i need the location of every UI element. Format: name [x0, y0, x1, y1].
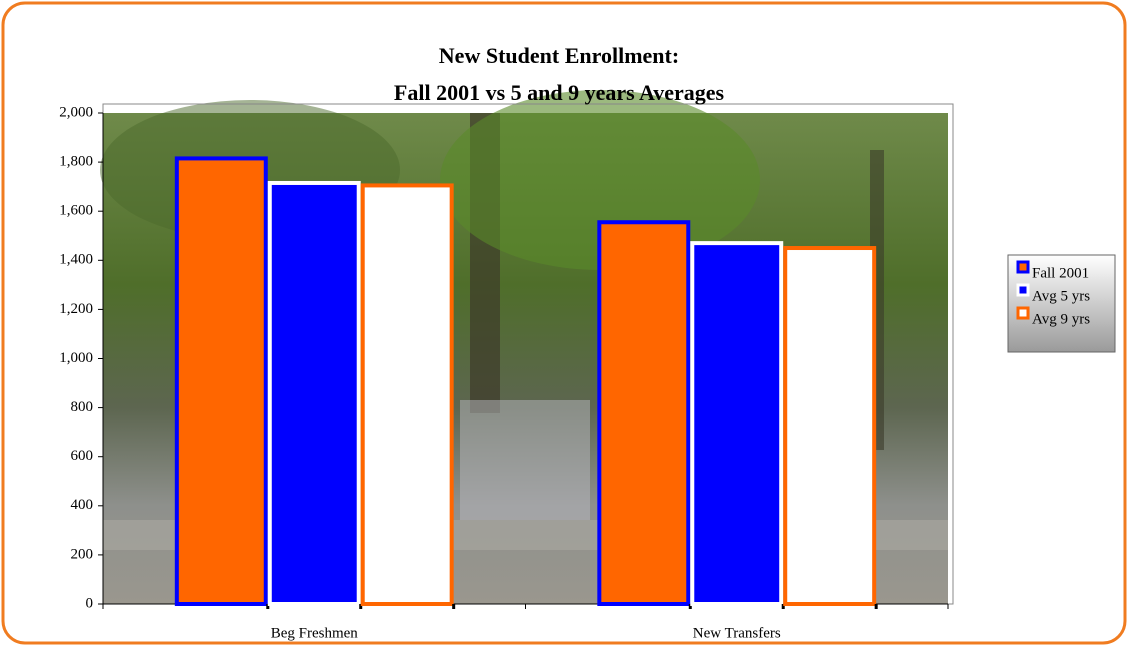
- legend-label: Avg 5 yrs: [1032, 288, 1090, 304]
- bar: [174, 156, 268, 606]
- legend-marker: [1016, 283, 1030, 297]
- y-tick-label: 1,800: [59, 154, 93, 170]
- x-tick-label: New Transfers: [693, 625, 781, 641]
- legend-label: Avg 9 yrs: [1032, 311, 1090, 327]
- y-tick-label: 1,200: [59, 301, 93, 317]
- x-tick-label: Beg Freshmen: [271, 625, 359, 641]
- y-tick-label: 200: [71, 546, 94, 562]
- legend-label: Fall 2001: [1032, 265, 1089, 281]
- y-tick-label: 2,000: [59, 104, 93, 120]
- y-tick-label: 0: [86, 595, 94, 611]
- y-tick-label: 1,600: [59, 203, 93, 219]
- bar: [597, 220, 691, 606]
- y-tick-label: 1,000: [59, 350, 93, 366]
- legend-marker: [1016, 306, 1030, 320]
- legend-marker: [1016, 260, 1030, 274]
- bar: [783, 246, 877, 606]
- chart-title: Fall 2001 vs 5 and 9 years Averages: [394, 80, 725, 105]
- y-tick-label: 800: [71, 399, 94, 415]
- y-tick-label: 600: [71, 448, 94, 464]
- bar: [690, 241, 784, 607]
- chart-title: New Student Enrollment:: [439, 43, 679, 68]
- bar: [267, 180, 361, 606]
- y-tick-label: 1,400: [59, 252, 93, 268]
- bar: [360, 183, 454, 607]
- y-tick-label: 400: [71, 497, 94, 513]
